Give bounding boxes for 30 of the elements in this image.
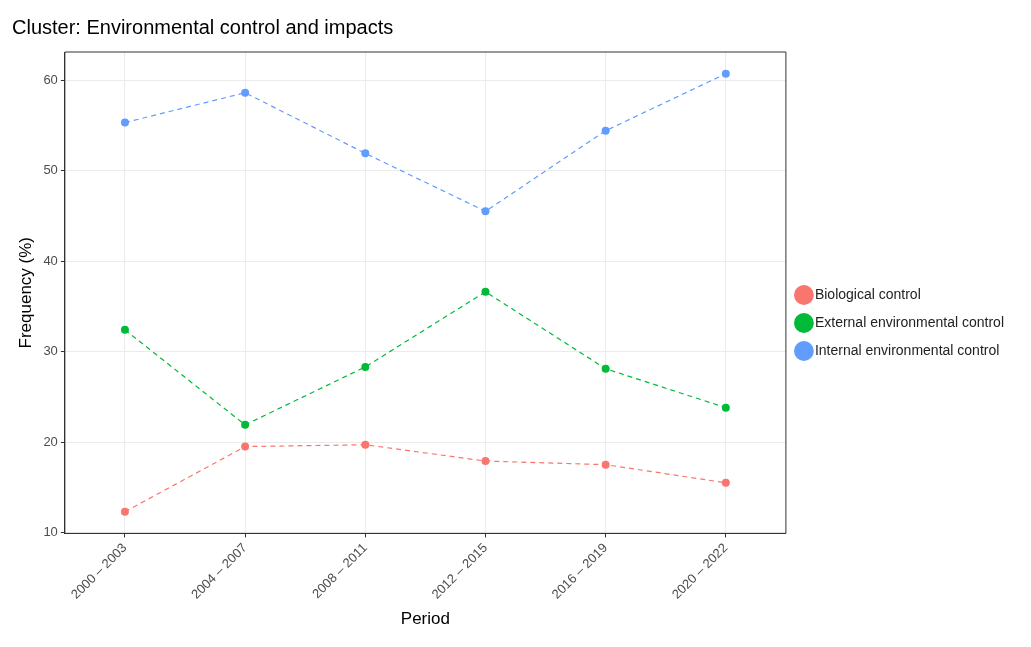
point: [241, 88, 250, 97]
legend-label: External environmental control: [814, 313, 1005, 330]
point: [601, 460, 610, 469]
y-tick-label: 50: [43, 162, 58, 178]
point: [481, 287, 490, 296]
y-tick-label: 20: [43, 433, 58, 449]
point: [721, 69, 730, 78]
point: [481, 457, 490, 466]
point: [361, 440, 370, 449]
chart-title: Cluster: Environmental control and impacts: [12, 15, 394, 38]
point: [241, 420, 250, 429]
x-axis-title: Period: [400, 609, 450, 629]
point: [601, 126, 610, 135]
legend-label: Biological control: [814, 285, 921, 302]
point: [721, 403, 730, 412]
y-tick-label: 10: [43, 524, 58, 540]
point: [721, 478, 730, 487]
point: [120, 325, 129, 334]
point: [361, 362, 370, 371]
y-tick-label: 40: [43, 252, 58, 268]
point: [120, 507, 129, 516]
y-tick-label: 60: [43, 71, 58, 87]
point: [241, 442, 250, 451]
legend-label: Internal environmental control: [814, 341, 1000, 358]
y-axis-title: Frequency (%): [15, 236, 35, 349]
point: [601, 364, 610, 373]
y-tick-label: 30: [43, 343, 58, 359]
point: [120, 118, 129, 127]
point: [481, 207, 490, 216]
point: [361, 149, 370, 158]
